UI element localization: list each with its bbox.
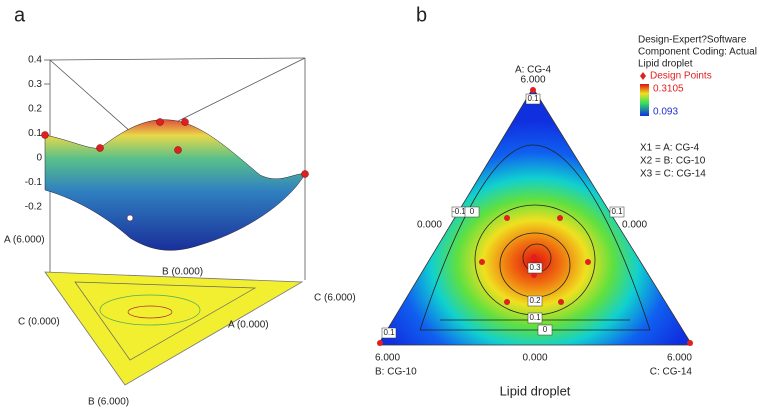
- legend-text: X1 = A: CG-4: [640, 143, 700, 154]
- vertex-value: 6.000: [667, 353, 692, 364]
- design-points: [41, 118, 309, 222]
- vertex-name: B: CG-10: [375, 367, 417, 378]
- response-surface: [44, 119, 306, 251]
- base-contours: [74, 281, 257, 361]
- contour-label-box: [527, 262, 543, 274]
- contour-label-box: [609, 206, 625, 218]
- contour-label: 0.1: [529, 313, 541, 322]
- x-title: Lipid droplet: [500, 383, 571, 398]
- legend-text: X3 = C: CG-14: [640, 169, 706, 180]
- panel-b: b 0.1-0.1 0 0.10.30.20.100.1 A: CG-4 6.000…: [375, 4, 757, 398]
- axis-label: A (6.000): [4, 235, 45, 246]
- z-tick-label: 0.2: [28, 104, 42, 115]
- base-triangle: [44, 271, 304, 386]
- z-ticks: 0.4 0.3 0.2 0.1 0 -0.1 -0.2: [25, 55, 43, 213]
- axis-label: B (0.000): [162, 267, 203, 278]
- axis-label: B (6.000): [88, 397, 129, 408]
- contour-label: 0.1: [527, 94, 539, 103]
- legend-text: Component Coding: Actual: [638, 47, 757, 58]
- contour-label: -0.1: [452, 207, 466, 216]
- contour-label-box: [527, 312, 543, 324]
- contour-label-box: [527, 295, 543, 307]
- legend-text: X2 = B: CG-10: [640, 156, 706, 167]
- legend-text: Design Points: [650, 71, 712, 82]
- contour-label-box: [381, 327, 397, 339]
- design-points: [377, 87, 693, 346]
- panel-label: a: [14, 4, 26, 26]
- z-tick-label: 0.4: [28, 55, 42, 66]
- contour-label-box: [525, 93, 541, 105]
- z-tick-label: -0.2: [25, 202, 43, 213]
- contour-label: 0.1: [383, 328, 395, 337]
- z-tick-label: 0: [36, 153, 42, 164]
- panel-a: a 0.4 0.3 0.2 0.1 0 -0.1 -0.2 A (6.000) B (0.0…: [4, 4, 356, 407]
- contour-label: 0: [543, 325, 548, 334]
- z-tick-label: 0.1: [28, 128, 42, 139]
- legend-text: Lipid droplet: [638, 59, 693, 70]
- vertex-name: A: CG-4: [515, 65, 552, 76]
- legend: Design-Expert?Software Component Coding:…: [638, 35, 757, 180]
- side-value: 0.000: [622, 220, 647, 231]
- color-bar: [640, 84, 649, 116]
- z-tick-label: 0.3: [28, 79, 42, 90]
- contour-label-box: [537, 324, 553, 336]
- axis-label: A (0.000): [228, 320, 269, 331]
- z-tick-label: -0.1: [25, 177, 43, 188]
- legend-high: 0.3105: [653, 84, 684, 95]
- contour-label: 0.3: [529, 263, 541, 272]
- axis-label: C (0.000): [18, 317, 60, 328]
- ternary-plot: [377, 87, 693, 346]
- side-value: 0.000: [417, 220, 442, 231]
- legend-low: 0.093: [653, 107, 678, 118]
- contour-label-box: [464, 206, 480, 218]
- axis-label: C (6.000): [314, 293, 356, 304]
- vertex-value: 0.000: [522, 353, 547, 364]
- contour-label: 0: [470, 207, 475, 216]
- vertex-value: 6.000: [520, 75, 545, 86]
- vertex-name: C: CG-14: [650, 367, 693, 378]
- contour-labels: 0.1-0.1 0 0.10.30.20.100.1: [381, 93, 625, 339]
- panel-label: b: [416, 4, 427, 26]
- contour-label: 0.2: [529, 296, 541, 305]
- vertex-value: 6.000: [375, 353, 400, 364]
- contour-label: 0.1: [611, 207, 623, 216]
- legend-text: Design-Expert?Software: [638, 35, 747, 46]
- legend-marker: [640, 72, 646, 80]
